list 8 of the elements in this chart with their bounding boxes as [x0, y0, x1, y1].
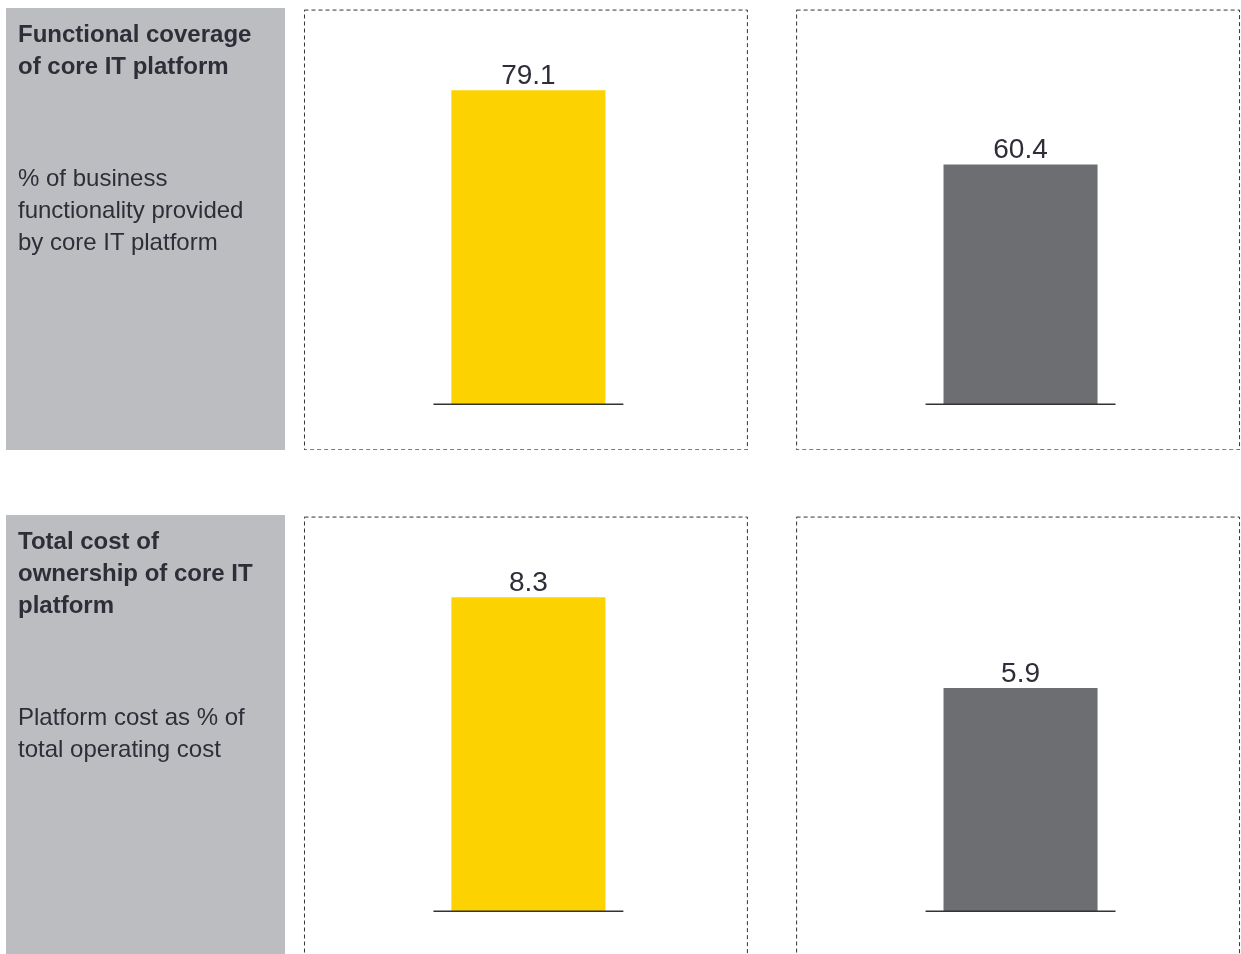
text: Total cost of ownership of core IT platform: [18, 526, 254, 620]
data-label: 5.9: [1001, 656, 1041, 688]
data-label: 8.3: [508, 565, 548, 597]
data-label: 79.1: [501, 58, 556, 90]
text: Platform cost as % of total operating cost: [18, 702, 246, 764]
data-label: 60.4: [993, 133, 1048, 165]
text: % of business functionality provided by core IT platform: [18, 163, 245, 257]
text: Functional coverage of core IT platform: [18, 19, 253, 81]
